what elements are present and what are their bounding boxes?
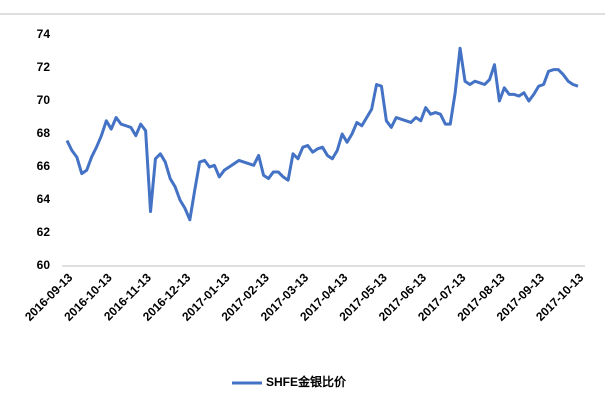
y-tick-label: 64	[37, 192, 51, 206]
y-tick-label: 66	[37, 159, 51, 173]
y-tick-label: 70	[37, 93, 51, 107]
y-tick-label: 74	[37, 27, 51, 41]
legend-label: SHFE金银比价	[266, 374, 347, 389]
y-tick-label: 60	[37, 258, 51, 272]
series-line	[65, 46, 579, 222]
y-tick-label: 62	[37, 225, 51, 239]
y-tick-label: 68	[37, 126, 51, 140]
y-tick-label: 72	[37, 60, 51, 74]
